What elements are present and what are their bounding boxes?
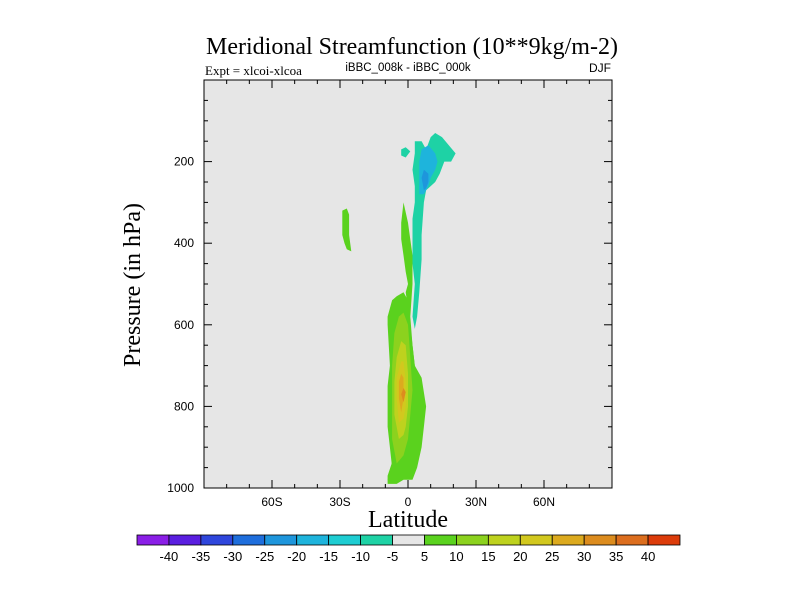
colorbar-labels: -40 -35 -30 -25 -20 -15 -10 -5 5 10 15 20 25 30 35 40 — [160, 549, 656, 564]
axis-ticks — [204, 80, 612, 489]
x-tick-label: 60S — [261, 495, 282, 509]
colorbar-label: 20 — [513, 549, 527, 564]
colorbar-label: -40 — [160, 549, 179, 564]
colorbar-swatch — [424, 534, 457, 546]
x-tick-label: 60N — [533, 495, 555, 509]
colorbar-swatch — [296, 534, 330, 546]
colorbar-swatch — [615, 534, 649, 546]
x-axis-label: Latitude — [368, 507, 448, 533]
y-tick-label: 800 — [174, 399, 194, 413]
colorbar-swatch — [456, 534, 489, 546]
colorbar-label: 30 — [577, 549, 591, 564]
colorbar-swatch — [168, 534, 202, 546]
axis-tick-labels: 60S 30S 0 30N 60N 200 400 600 800 1000 — [167, 155, 555, 509]
x-tick-label: 0 — [405, 495, 412, 509]
colorbar-swatch — [519, 534, 553, 546]
y-tick-label: 400 — [174, 236, 194, 250]
colorbar-label: -30 — [223, 549, 242, 564]
colorbar-swatch — [328, 534, 361, 546]
colorbar-label: -20 — [287, 549, 306, 564]
colorbar-swatch — [487, 534, 521, 546]
colorbar — [136, 534, 681, 546]
y-tick-label: 200 — [174, 155, 194, 169]
y-axis-label: Pressure (in hPa) — [120, 203, 146, 367]
colorbar-swatch — [200, 534, 234, 546]
season-label: DJF — [589, 61, 611, 75]
colorbar-label: -25 — [255, 549, 274, 564]
colorbar-label: 15 — [481, 549, 495, 564]
colorbar-label: -15 — [319, 549, 338, 564]
positive-cell-35 — [401, 388, 406, 403]
y-tick-label: 1000 — [167, 481, 194, 495]
y-tick-label: 600 — [174, 318, 194, 332]
colorbar-label: 10 — [449, 549, 463, 564]
colorbar-swatch — [551, 534, 585, 546]
negative-cell-blob-left — [401, 147, 411, 158]
colorbar-label: -5 — [387, 549, 399, 564]
colorbar-swatch — [647, 534, 681, 546]
colorbar-swatch — [392, 534, 425, 546]
colorbar-label: 25 — [545, 549, 559, 564]
colorbar-swatch — [360, 534, 393, 546]
positive-cell-small-left — [342, 208, 352, 252]
colorbar-swatch — [136, 534, 170, 546]
colorbar-swatch — [264, 534, 298, 546]
positive-cell-30 — [398, 373, 404, 413]
colorbar-label: -35 — [192, 549, 211, 564]
chart-title: Meridional Streamfunction (10**9kg/m-2) — [206, 34, 618, 60]
x-tick-label: 30S — [329, 495, 350, 509]
colorbar-label: 35 — [609, 549, 623, 564]
colorbar-label: 5 — [421, 549, 428, 564]
contour-fills — [342, 133, 456, 484]
colorbar-swatch — [583, 534, 617, 546]
x-tick-label: 30N — [465, 495, 487, 509]
plot-area: 60S 30S 0 30N 60N 200 400 600 800 1000 — [167, 79, 613, 509]
colorbar-label: 40 — [641, 549, 655, 564]
experiment-label: Expt = xlcoi-xlcoa — [205, 63, 302, 78]
negative-cell-core — [421, 169, 429, 191]
colorbar-label: -10 — [351, 549, 370, 564]
colorbar-swatch — [232, 534, 266, 546]
comparison-label: iBBC_008k - iBBC_000k — [345, 62, 471, 74]
